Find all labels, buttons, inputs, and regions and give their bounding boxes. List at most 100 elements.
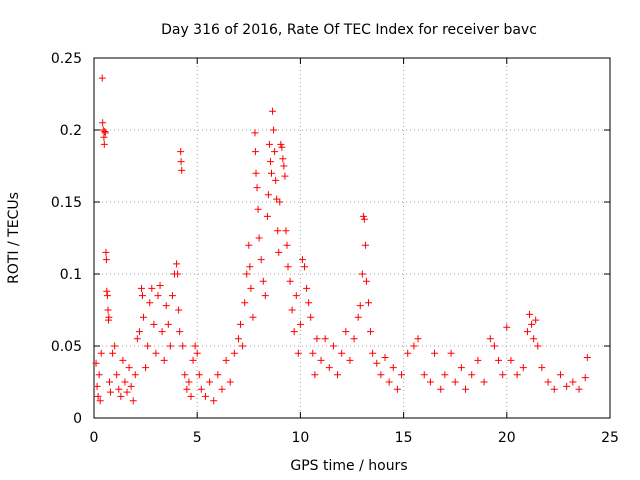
data-point: [135, 328, 143, 336]
data-point: [398, 371, 406, 379]
data-point: [538, 364, 546, 372]
y-tick-labels: 0 0.05 0.1 0.15 0.2 0.25: [51, 51, 82, 427]
data-point: [133, 335, 141, 343]
data-point: [414, 335, 422, 343]
data-point: [100, 133, 108, 141]
data-point: [486, 335, 494, 343]
data-point: [468, 371, 476, 379]
data-point: [359, 212, 367, 220]
data-point: [119, 356, 127, 364]
data-point: [303, 284, 311, 292]
data-point: [103, 287, 111, 295]
data-point: [490, 342, 498, 350]
x-tick-label: 10: [291, 430, 309, 446]
data-point: [214, 371, 222, 379]
data-point: [249, 313, 257, 321]
data-point: [292, 292, 300, 300]
data-point: [393, 385, 401, 393]
data-point: [311, 371, 319, 379]
grid: [94, 58, 610, 418]
data-point: [499, 371, 507, 379]
data-point: [321, 335, 329, 343]
data-point: [140, 313, 148, 321]
data-point: [385, 378, 393, 386]
data-point: [226, 378, 234, 386]
data-point: [101, 129, 109, 137]
data-point: [98, 74, 106, 82]
x-tick-labels: 0 5 10 15 20 25: [90, 430, 619, 446]
data-point: [447, 349, 455, 357]
data-point: [441, 371, 449, 379]
data-point: [556, 371, 564, 379]
plot-frame: [93, 57, 611, 419]
data-point: [301, 263, 309, 271]
data-point: [329, 342, 337, 350]
data-point: [154, 292, 162, 300]
data-point: [94, 392, 102, 400]
data-point: [259, 277, 267, 285]
data-point: [243, 270, 251, 278]
data-point: [334, 371, 342, 379]
data-point: [92, 359, 100, 367]
data-point: [519, 364, 527, 372]
data-point: [362, 277, 370, 285]
data-point: [284, 263, 292, 271]
data-point: [279, 155, 287, 163]
data-point: [451, 378, 459, 386]
data-point: [102, 256, 110, 264]
data-point: [526, 310, 534, 318]
data-point: [177, 158, 185, 166]
data-point: [270, 126, 278, 134]
data-point: [162, 302, 170, 310]
data-point: [158, 328, 166, 336]
data-point: [104, 306, 112, 314]
data-point: [218, 385, 226, 393]
data-point: [176, 328, 184, 336]
data-point: [115, 385, 123, 393]
data-point: [93, 382, 101, 390]
data-point: [253, 184, 261, 192]
data-point: [350, 335, 358, 343]
data-point: [278, 143, 286, 151]
data-point: [245, 241, 253, 249]
data-point: [237, 320, 245, 328]
data-point: [156, 282, 164, 290]
data-point: [274, 227, 282, 235]
data-point: [281, 172, 289, 180]
data-point: [263, 212, 271, 220]
data-point: [146, 299, 154, 307]
data-point: [222, 356, 230, 364]
data-point: [354, 313, 362, 321]
data-point: [532, 316, 540, 324]
data-point: [254, 205, 262, 213]
data-point: [513, 371, 521, 379]
data-point: [201, 392, 209, 400]
data-point: [179, 342, 187, 350]
data-point: [528, 320, 536, 328]
y-axis-title: ROTI / TECUs: [6, 192, 22, 284]
data-point: [313, 335, 321, 343]
data-point: [358, 270, 366, 278]
data-point: [127, 382, 135, 390]
data-point: [178, 166, 186, 174]
data-point: [317, 356, 325, 364]
data-point: [197, 385, 205, 393]
data-point: [137, 284, 145, 292]
data-point: [288, 306, 296, 314]
data-point: [296, 320, 304, 328]
y-tick-label: 0.1: [60, 267, 82, 283]
data-point: [113, 371, 121, 379]
data-point: [246, 263, 254, 271]
data-point: [266, 158, 274, 166]
data-point: [367, 328, 375, 336]
data-point: [294, 349, 302, 357]
data-point: [271, 148, 279, 156]
data-point: [495, 356, 503, 364]
y-tick-label: 0: [73, 411, 82, 427]
data-point: [95, 371, 103, 379]
data-point: [377, 371, 385, 379]
data-point: [530, 335, 538, 343]
data-point: [283, 241, 291, 249]
data-point: [307, 313, 315, 321]
